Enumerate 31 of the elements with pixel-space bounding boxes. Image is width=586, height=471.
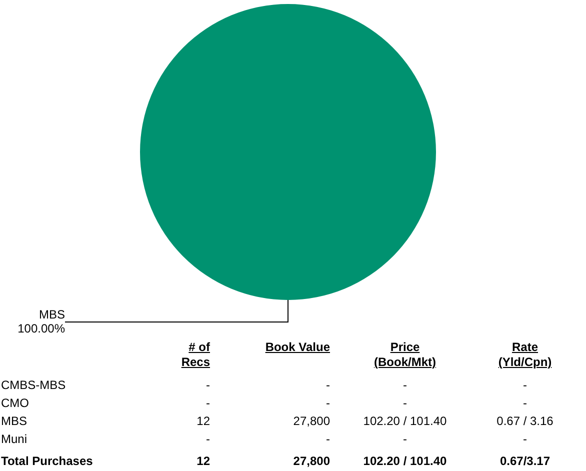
text: - — [206, 432, 210, 446]
text: 12 — [196, 414, 210, 428]
category-label: MBS — [1, 414, 28, 428]
category-label: CMBS-MBS — [1, 378, 66, 392]
data-label: 100.00% — [18, 321, 66, 336]
text: - — [403, 432, 407, 446]
text: - — [523, 432, 527, 446]
category-label: Price (Book/Mkt) — [374, 340, 436, 369]
text: - — [326, 378, 330, 392]
text: - — [403, 396, 407, 410]
text: - — [403, 378, 407, 392]
text: - — [206, 378, 210, 392]
text: 102.20 / 101.40 — [363, 414, 447, 428]
text: - — [206, 396, 210, 410]
text: 0.67/3.17 — [500, 454, 550, 468]
text: 102.20 / 101.40 — [363, 454, 447, 468]
text: 12 — [196, 454, 210, 468]
category-label: # of Recs — [181, 340, 210, 369]
category-label: CMO — [1, 396, 29, 410]
category-label: Total Purchases — [1, 454, 93, 468]
slice-label: MBS — [38, 307, 65, 322]
category-label: Rate (Yld/Cpn) — [498, 340, 552, 369]
text: 27,800 — [293, 414, 330, 428]
text: - — [523, 396, 527, 410]
text: - — [523, 378, 527, 392]
text: 0.67 / 3.16 — [496, 414, 554, 428]
text: - — [326, 396, 330, 410]
category-label: Book Value — [265, 340, 330, 354]
category-label: Muni — [1, 432, 28, 446]
text: 27,800 — [293, 454, 330, 468]
text: - — [326, 432, 330, 446]
